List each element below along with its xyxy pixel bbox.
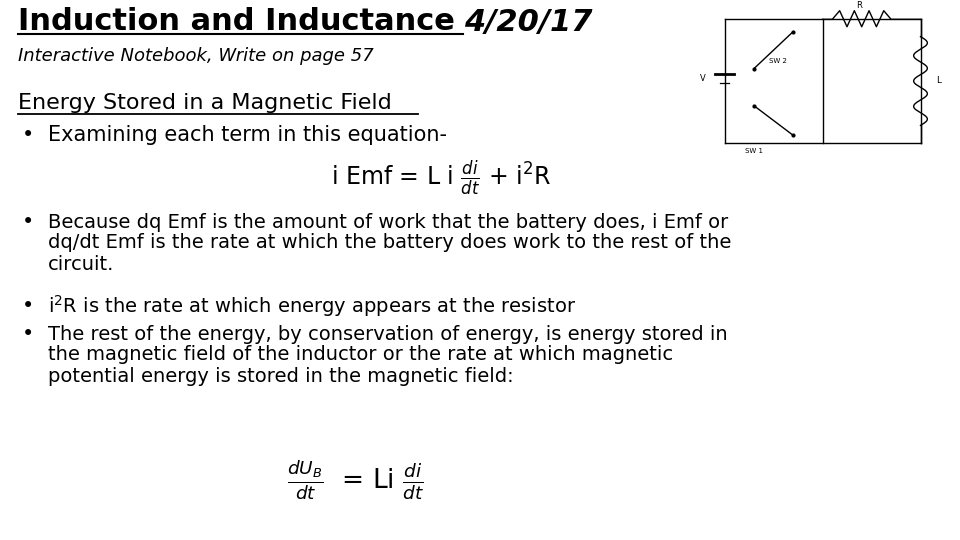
Text: •: • <box>22 296 35 316</box>
Text: circuit.: circuit. <box>48 254 114 273</box>
Text: V: V <box>700 74 706 83</box>
Text: 4/20/17: 4/20/17 <box>464 8 592 37</box>
Text: •: • <box>22 212 35 232</box>
Text: SW 1: SW 1 <box>745 148 763 154</box>
Text: R: R <box>856 1 862 10</box>
Text: dq/dt Emf is the rate at which the battery does work to the rest of the: dq/dt Emf is the rate at which the batte… <box>48 233 732 253</box>
Text: $\frac{dU_B}{dt}$  = Li $\frac{di}{dt}$: $\frac{dU_B}{dt}$ = Li $\frac{di}{dt}$ <box>287 458 423 502</box>
Text: •: • <box>22 125 35 145</box>
Text: i Emf = L i $\frac{di}{dt}$ + i$^2$R: i Emf = L i $\frac{di}{dt}$ + i$^2$R <box>331 158 552 198</box>
Text: Energy Stored in a Magnetic Field: Energy Stored in a Magnetic Field <box>18 93 392 113</box>
Text: Because dq Emf is the amount of work that the battery does, i Emf or: Because dq Emf is the amount of work tha… <box>48 213 729 232</box>
Text: the magnetic field of the inductor or the rate at which magnetic: the magnetic field of the inductor or th… <box>48 346 673 365</box>
Text: •: • <box>22 324 35 344</box>
Text: The rest of the energy, by conservation of energy, is energy stored in: The rest of the energy, by conservation … <box>48 325 728 343</box>
Text: SW 2: SW 2 <box>770 58 787 64</box>
Text: i$^2$R is the rate at which energy appears at the resistor: i$^2$R is the rate at which energy appea… <box>48 293 576 319</box>
Text: potential energy is stored in the magnetic field:: potential energy is stored in the magnet… <box>48 367 514 386</box>
Text: Induction and Inductance: Induction and Inductance <box>18 8 466 37</box>
Text: Interactive Notebook, Write on page 57: Interactive Notebook, Write on page 57 <box>18 47 373 65</box>
Text: L: L <box>936 77 942 85</box>
Text: Examining each term in this equation-: Examining each term in this equation- <box>48 125 447 145</box>
